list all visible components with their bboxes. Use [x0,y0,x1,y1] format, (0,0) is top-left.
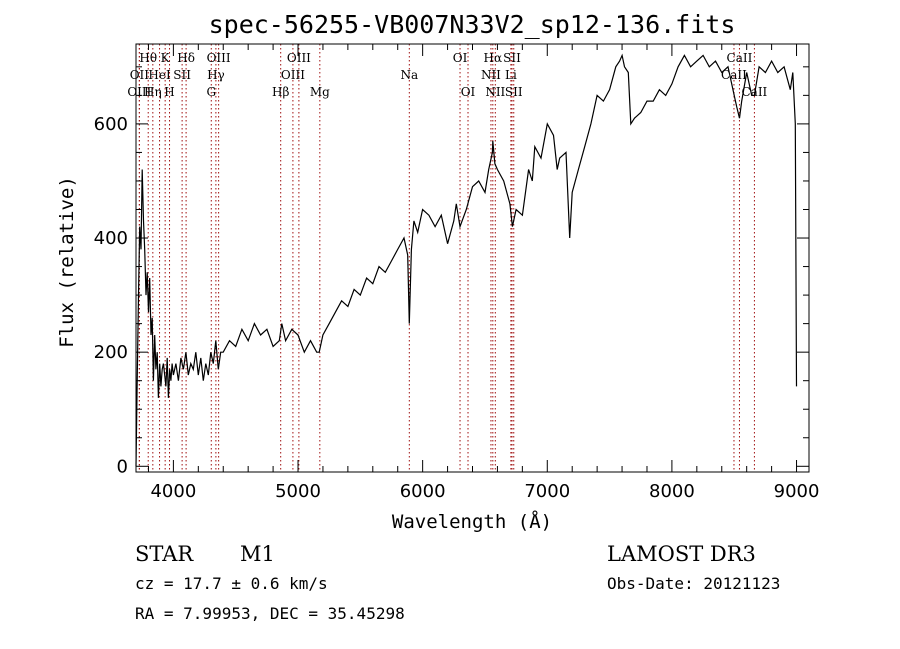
survey-name: LAMOST DR3 [607,542,756,566]
x-tick-label: 8000 [649,481,695,502]
chart-title: spec-56255-VB007N33V2_sp12-136.fits [209,10,736,39]
x-tick-label: 9000 [774,481,820,502]
y-tick-label: 200 [94,342,128,363]
spectral-line-label: OII [130,68,150,82]
spectral-line-label: Hα [484,51,503,65]
spectral-line-label: OIII [287,51,311,65]
spectral-line-label: K [161,51,171,65]
spectral-line-label: Hβ [272,85,289,99]
spectral-line-label: SII [505,85,523,99]
x-tick-label: 6000 [400,481,446,502]
object-type: STAR [135,542,194,566]
y-axis-label: Flux (relative) [56,176,78,348]
x-tick-label: 5000 [275,481,321,502]
spectral-line-label: OI [453,51,468,65]
spectral-line-label: G [206,85,216,99]
spectral-line-label: CaII [721,68,747,82]
spectrum-line [135,53,798,467]
spectral-line-label: SII [173,68,191,82]
spectral-line-label: H [164,85,174,99]
spectral-line-label: Hδ [177,51,195,65]
x-tick-label: 4000 [150,481,196,502]
x-axis-label: Wavelength (Å) [392,510,552,533]
spectral-line-label: OI [461,85,476,99]
y-tick-label: 0 [117,456,128,477]
spectral-line-label: Na [400,68,418,82]
observation-date: Obs-Date: 20121123 [607,574,780,593]
spectral-line-label: NII [485,85,505,99]
x-axis-ticks: 4000 5000 6000 7000 8000 9000 [147,44,820,502]
spectral-line-label: Li [505,68,517,82]
spectral-line-label: Hγ [207,68,225,82]
spectral-line-label: OIII [127,85,151,99]
spectral-class: M1 [240,542,275,566]
coordinates: RA = 7.99953, DEC = 35.45298 [135,604,405,623]
y-axis-ticks: 0 200 400 600 [94,66,809,477]
spectral-line-label: OIII [207,51,231,65]
x-tick-label: 7000 [524,481,570,502]
spectral-line-label: SII [503,51,521,65]
redshift-info: cz = 17.7 ± 0.6 km/s [135,574,328,593]
spectral-line-label: OIII [281,68,305,82]
spectral-line-label: Mg [310,85,330,99]
y-tick-label: 400 [94,228,128,249]
spectral-line-markers [138,44,755,472]
spectral-line-label: HeI [148,68,171,82]
plot-frame [135,43,810,473]
y-tick-label: 600 [94,114,128,135]
spectral-line-label: Hθ [139,51,157,65]
spectral-line-label: NII [481,68,501,82]
spectral-line-label: CaII [727,51,753,65]
spectral-line-label: Hη [144,85,162,99]
